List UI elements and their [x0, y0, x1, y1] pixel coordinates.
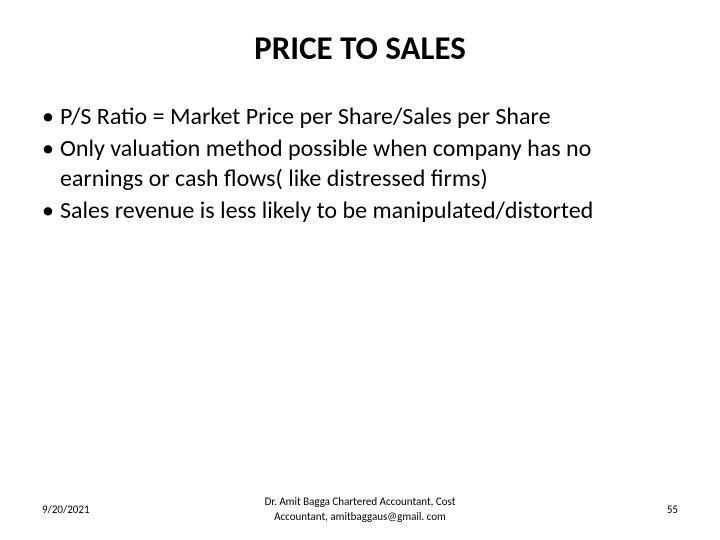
slide-title: PRICE TO SALES	[0, 0, 720, 88]
slide-content: • P/S Ratio = Market Price per Share/Sal…	[0, 88, 720, 226]
slide-footer: 9/20/2021 Dr. Amit Bagga Chartered Accou…	[0, 495, 720, 524]
bullet-marker: •	[42, 102, 60, 132]
bullet-text: Only valuation method possible when comp…	[60, 134, 678, 194]
footer-page-number: 55	[528, 503, 678, 516]
footer-author-line2: Accountant, amitbaggaus@gmail. com	[192, 510, 528, 524]
bullet-item: • Sales revenue is less likely to be man…	[42, 196, 678, 226]
footer-author: Dr. Amit Bagga Chartered Accountant, Cos…	[192, 495, 528, 524]
bullet-text: Sales revenue is less likely to be manip…	[60, 196, 678, 226]
bullet-item: • P/S Ratio = Market Price per Share/Sal…	[42, 102, 678, 132]
bullet-item: • Only valuation method possible when co…	[42, 134, 678, 194]
footer-author-line1: Dr. Amit Bagga Chartered Accountant, Cos…	[192, 495, 528, 509]
bullet-marker: •	[42, 134, 60, 194]
bullet-marker: •	[42, 196, 60, 226]
footer-date: 9/20/2021	[42, 503, 192, 516]
bullet-text: P/S Ratio = Market Price per Share/Sales…	[60, 102, 678, 132]
